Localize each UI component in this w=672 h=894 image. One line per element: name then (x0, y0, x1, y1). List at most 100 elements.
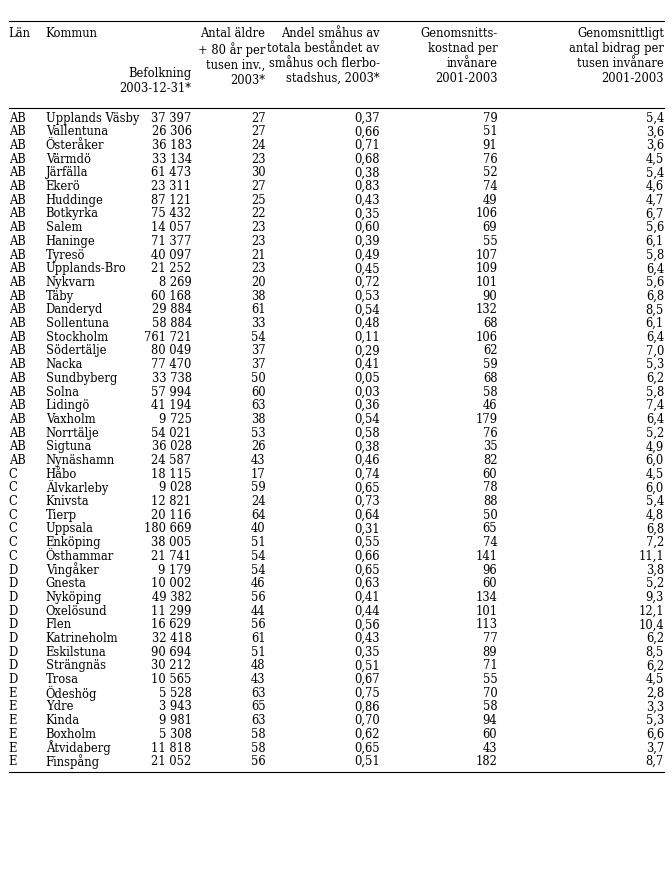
Text: Norrtälje: Norrtälje (46, 426, 99, 439)
Text: 51: 51 (482, 125, 497, 139)
Text: 10 002: 10 002 (151, 577, 192, 589)
Text: 50: 50 (251, 371, 265, 384)
Text: 12 821: 12 821 (151, 494, 192, 508)
Text: 9 179: 9 179 (159, 563, 192, 576)
Text: AB: AB (9, 303, 26, 316)
Text: 33 134: 33 134 (151, 153, 192, 165)
Text: 17: 17 (251, 468, 265, 480)
Text: 5,3: 5,3 (646, 713, 664, 726)
Text: Håbo: Håbo (46, 468, 77, 480)
Text: 0,38: 0,38 (354, 440, 380, 452)
Text: C: C (9, 536, 17, 549)
Text: 20 116: 20 116 (151, 508, 192, 521)
Text: Vaxholm: Vaxholm (46, 412, 95, 426)
Text: Sigtuna: Sigtuna (46, 440, 91, 452)
Text: 59: 59 (251, 481, 265, 493)
Text: 9 981: 9 981 (159, 713, 192, 726)
Text: 37 397: 37 397 (151, 112, 192, 124)
Text: C: C (9, 494, 17, 508)
Text: 0,53: 0,53 (354, 290, 380, 302)
Text: 58: 58 (251, 741, 265, 754)
Text: 5,6: 5,6 (646, 221, 664, 234)
Text: 9,3: 9,3 (646, 590, 664, 603)
Text: C: C (9, 508, 17, 521)
Text: 3,8: 3,8 (646, 563, 664, 576)
Text: 8,5: 8,5 (646, 303, 664, 316)
Text: Danderyd: Danderyd (46, 303, 103, 316)
Text: Haninge: Haninge (46, 234, 95, 248)
Text: 0,65: 0,65 (354, 741, 380, 754)
Text: 0,05: 0,05 (354, 371, 380, 384)
Text: Huddinge: Huddinge (46, 194, 103, 207)
Text: 5,4: 5,4 (646, 112, 664, 124)
Text: 16 629: 16 629 (151, 618, 192, 630)
Text: 57 994: 57 994 (151, 385, 192, 398)
Text: Östhammar: Östhammar (46, 549, 114, 562)
Text: 106: 106 (475, 207, 497, 220)
Text: AB: AB (9, 153, 26, 165)
Text: 29 884: 29 884 (151, 303, 192, 316)
Text: 132: 132 (475, 303, 497, 316)
Text: 51: 51 (251, 645, 265, 658)
Text: 70: 70 (482, 686, 497, 699)
Text: 38 005: 38 005 (151, 536, 192, 549)
Text: 9 028: 9 028 (159, 481, 192, 493)
Text: 21: 21 (251, 249, 265, 261)
Text: Upplands Väsby: Upplands Väsby (46, 112, 139, 124)
Text: 134: 134 (475, 590, 497, 603)
Text: 0,44: 0,44 (354, 604, 380, 617)
Text: C: C (9, 468, 17, 480)
Text: 21 252: 21 252 (151, 262, 192, 275)
Text: E: E (9, 700, 17, 713)
Text: 3,3: 3,3 (646, 700, 664, 713)
Text: 4,7: 4,7 (646, 194, 664, 207)
Text: 0,68: 0,68 (354, 153, 380, 165)
Text: AB: AB (9, 262, 26, 275)
Text: 23: 23 (251, 234, 265, 248)
Text: 5,4: 5,4 (646, 494, 664, 508)
Text: 38: 38 (251, 412, 265, 426)
Text: AB: AB (9, 125, 26, 139)
Text: 0,60: 0,60 (354, 221, 380, 234)
Text: 0,11: 0,11 (354, 331, 380, 343)
Text: 12,1: 12,1 (638, 604, 664, 617)
Text: 43: 43 (251, 672, 265, 686)
Text: 11 818: 11 818 (151, 741, 192, 754)
Text: 10,4: 10,4 (638, 618, 664, 630)
Text: 0,70: 0,70 (354, 713, 380, 726)
Text: Katrineholm: Katrineholm (46, 631, 118, 645)
Text: 46: 46 (251, 577, 265, 589)
Text: AB: AB (9, 180, 26, 193)
Text: 60: 60 (482, 577, 497, 589)
Text: 3,6: 3,6 (646, 125, 664, 139)
Text: 21 741: 21 741 (151, 549, 192, 562)
Text: 24: 24 (251, 494, 265, 508)
Text: 65: 65 (251, 700, 265, 713)
Text: 0,31: 0,31 (354, 522, 380, 535)
Text: 59: 59 (482, 358, 497, 371)
Text: 49: 49 (482, 194, 497, 207)
Text: AB: AB (9, 358, 26, 371)
Text: Salem: Salem (46, 221, 82, 234)
Text: Södertälje: Södertälje (46, 344, 106, 357)
Text: 14 057: 14 057 (151, 221, 192, 234)
Text: Stockholm: Stockholm (46, 331, 108, 343)
Text: 58 884: 58 884 (151, 316, 192, 330)
Text: C: C (9, 481, 17, 493)
Text: 6,1: 6,1 (646, 234, 664, 248)
Text: 5 528: 5 528 (159, 686, 192, 699)
Text: 7,2: 7,2 (646, 536, 664, 549)
Text: AB: AB (9, 166, 26, 179)
Text: 0,86: 0,86 (354, 700, 380, 713)
Text: Ekerö: Ekerö (46, 180, 81, 193)
Text: 0,56: 0,56 (354, 618, 380, 630)
Text: E: E (9, 741, 17, 754)
Text: AB: AB (9, 234, 26, 248)
Text: D: D (9, 577, 18, 589)
Text: 3,6: 3,6 (646, 139, 664, 152)
Text: Lidingö: Lidingö (46, 399, 90, 412)
Text: 23: 23 (251, 262, 265, 275)
Text: 46: 46 (482, 399, 497, 412)
Text: 179: 179 (475, 412, 497, 426)
Text: 69: 69 (482, 221, 497, 234)
